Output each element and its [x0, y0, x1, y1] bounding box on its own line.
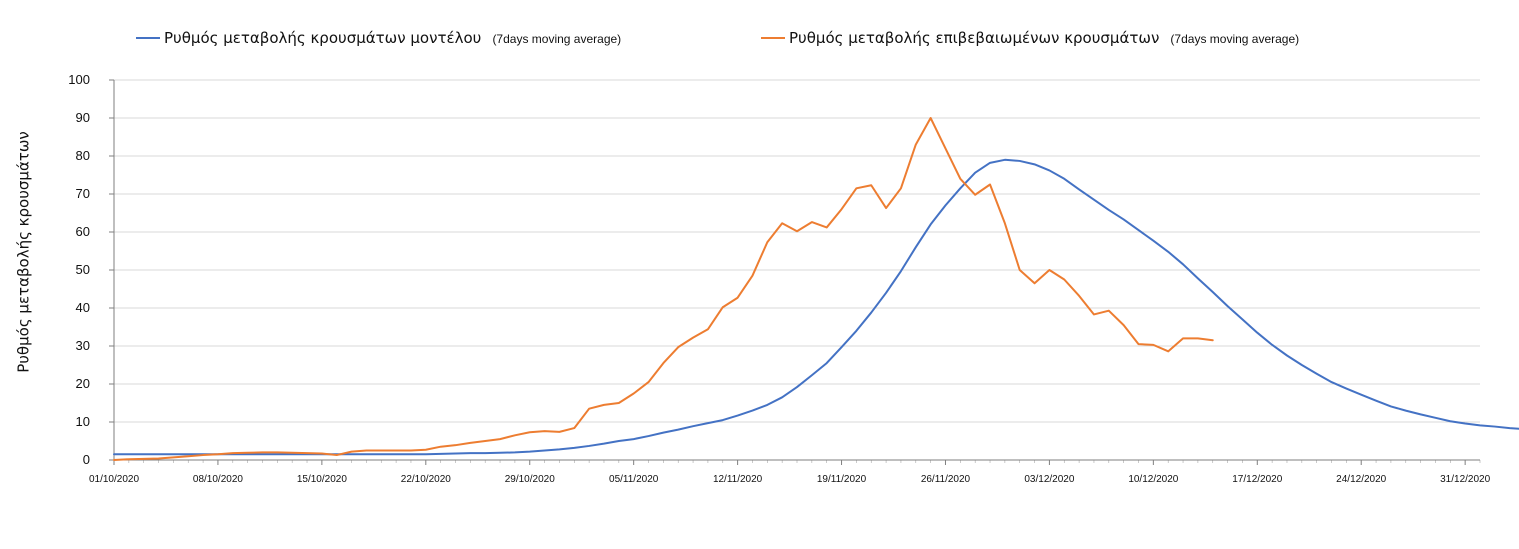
legend-label-confirmed: Ρυθμός μεταβολής επιβεβαιωμένων κρουσμάτ… [789, 28, 1299, 47]
y-tick-label: 0 [83, 452, 90, 467]
y-tick-label: 100 [68, 72, 90, 87]
x-tick-label: 08/10/2020 [193, 474, 243, 485]
y-tick-label: 10 [76, 414, 90, 429]
x-tick-label: 15/10/2020 [297, 474, 347, 485]
y-tick-label: 80 [76, 148, 90, 163]
x-tick-label: 26/11/2020 [921, 474, 971, 485]
y-tick-label: 20 [76, 376, 90, 391]
x-tick-label: 17/12/2020 [1232, 474, 1282, 485]
x-axis-ticks: 01/10/2020 08/10/2020 15/10/2020 22/10/2020… [89, 460, 1491, 485]
axes [113, 80, 1480, 461]
y-tick-label: 90 [76, 110, 90, 125]
y-tick-label: 70 [76, 186, 90, 201]
x-tick-label: 01/10/2020 [89, 474, 139, 485]
y-tick-label: 30 [76, 338, 90, 353]
legend: Ρυθμός μεταβολής κρουσμάτων μοντέλου (7d… [136, 28, 1299, 47]
y-tick-label: 50 [76, 262, 90, 277]
y-axis-ticks: 0 10 20 30 40 50 60 70 80 90 100 [68, 72, 114, 467]
x-tick-label: 12/11/2020 [713, 474, 763, 485]
y-tick-label: 40 [76, 300, 90, 315]
y-axis-label: Ρυθμός μεταβολής κρουσμάτων [15, 131, 33, 373]
x-tick-label: 31/12/2020 [1440, 474, 1490, 485]
series-line-model [113, 158, 1519, 456]
x-tick-label: 03/12/2020 [1024, 474, 1074, 485]
legend-label-model: Ρυθμός μεταβολής κρουσμάτων μοντέλου (7d… [164, 28, 621, 47]
x-tick-label: 10/12/2020 [1128, 474, 1178, 485]
gridlines [114, 79, 1480, 423]
series-group [113, 117, 1519, 461]
x-tick-label: 29/10/2020 [505, 474, 555, 485]
y-tick-label: 60 [76, 224, 90, 239]
x-tick-label: 22/10/2020 [401, 474, 451, 485]
series-line-confirmed [113, 117, 1214, 461]
x-tick-label: 05/11/2020 [609, 474, 659, 485]
x-tick-label: 24/12/2020 [1336, 474, 1386, 485]
x-tick-label: 19/11/2020 [817, 474, 867, 485]
